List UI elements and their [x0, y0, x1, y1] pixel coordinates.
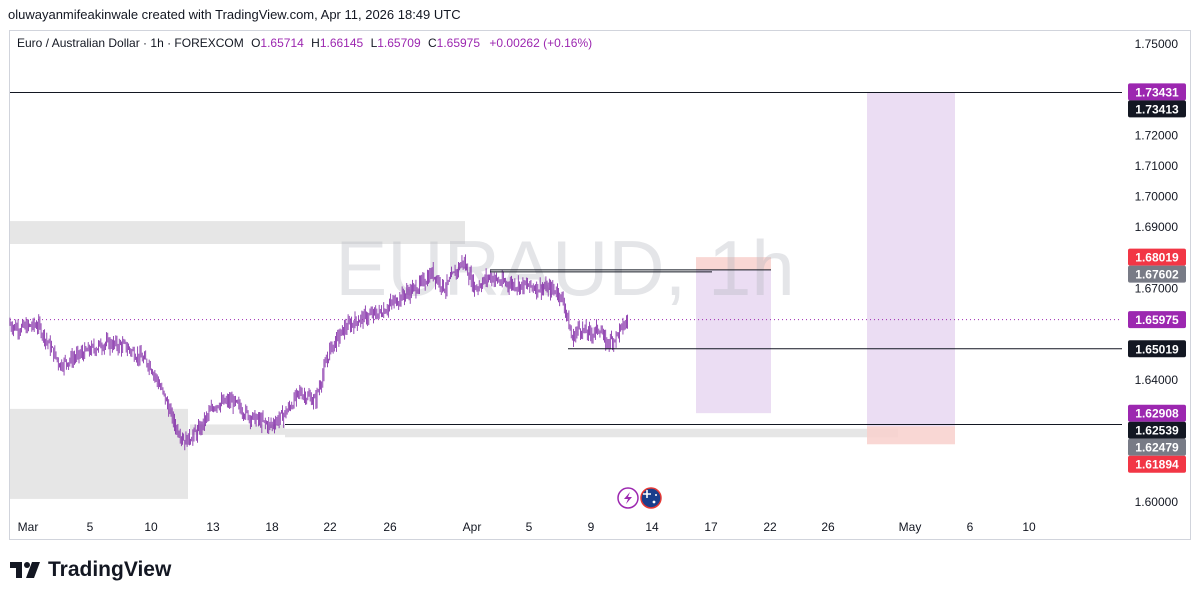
x-tick-12: 22	[763, 520, 777, 534]
x-tick-15: 6	[967, 520, 974, 534]
price-label-bg-2	[1128, 248, 1186, 266]
x-tick-6: 26	[383, 520, 397, 534]
price-label-bg-1	[1128, 100, 1186, 118]
price-label-4: 1.65975	[1135, 313, 1179, 327]
x-tick-0: Mar	[18, 520, 39, 534]
y-tick-3: 1.71000	[1135, 159, 1179, 173]
price-label-1: 1.73413	[1135, 102, 1179, 116]
price-label-7: 1.62539	[1135, 424, 1179, 438]
zone-red-7	[867, 426, 955, 445]
price-label-5: 1.65019	[1135, 342, 1179, 356]
levels-layer	[10, 91, 1122, 425]
price-label-bg-4	[1128, 311, 1186, 329]
chart-frame	[9, 30, 1191, 540]
x-tick-13: 26	[821, 520, 835, 534]
zone-gray-3	[285, 428, 898, 438]
y-tick-8: 1.60000	[1135, 495, 1179, 509]
price-label-9: 1.61894	[1135, 458, 1179, 472]
price-label-3: 1.67602	[1135, 268, 1179, 282]
symbol-watermark: EURAUD, 1h	[335, 224, 794, 312]
x-tick-14: May	[899, 520, 922, 534]
y-tick-4: 1.70000	[1135, 190, 1179, 204]
tradingview-logo-icon	[10, 562, 40, 578]
x-tick-7: Apr	[463, 520, 482, 534]
legend-close: 1.65975	[436, 36, 481, 50]
zone-red-5	[696, 257, 771, 270]
x-tick-8: 5	[526, 520, 533, 534]
time-axis: Mar 5 10 13 18 22 26 Apr 5 9 14 17 22 26 May 6 10	[18, 520, 1036, 534]
price-label-0: 1.73431	[1135, 85, 1179, 99]
zone-gray-2	[190, 424, 285, 435]
x-tick-16: 10	[1022, 520, 1036, 534]
price-label-6: 1.62908	[1135, 407, 1179, 421]
brand-name: TradingView	[48, 558, 172, 581]
legend-low: 1.65709	[377, 36, 421, 50]
chart-credit: oluwayanmifeakinwale created with Tradin…	[8, 7, 461, 22]
legend-open: 1.65714	[260, 36, 304, 50]
legend-close-label: C	[427, 36, 437, 50]
price-label-bg-6	[1128, 404, 1186, 422]
x-tick-4: 18	[265, 520, 279, 534]
tradingview-brand[interactable]: TradingView	[10, 558, 171, 582]
legend-change: +0.00262 (+0.16%)	[489, 36, 593, 50]
price-label-8: 1.62479	[1135, 441, 1179, 455]
y-tick-5: 1.69000	[1135, 220, 1179, 234]
legend-symbol: Euro / Australian Dollar · 1h · FOREXCOM	[17, 36, 244, 50]
y-tick-6: 1.67000	[1135, 281, 1179, 295]
x-tick-3: 13	[206, 520, 220, 534]
x-tick-1: 5	[87, 520, 94, 534]
x-tick-11: 17	[704, 520, 718, 534]
zone-gray-1	[10, 408, 188, 499]
legend-open-label: O	[251, 36, 261, 50]
price-label-bg-3	[1128, 265, 1186, 283]
lightning-icon[interactable]	[617, 487, 639, 509]
price-label-bg-8	[1128, 438, 1186, 456]
australia-flag-icon[interactable]	[640, 487, 662, 509]
zone-purple-6	[867, 92, 955, 427]
price-labels-layer: 1.73431 1.73413 1.68019 1.67602 1.65975 1.650…	[1128, 83, 1186, 473]
price-label-bg-5	[1128, 340, 1186, 358]
legend-high-label: H	[311, 36, 320, 50]
symbol-legend: Euro / Australian Dollar · 1h · FOREXCOM…	[17, 36, 592, 50]
zones-layer	[10, 92, 955, 499]
zone-gray-0	[10, 221, 465, 244]
x-tick-2: 10	[144, 520, 158, 534]
legend-high: 1.66145	[319, 36, 364, 50]
y-tick-0: 1.75000	[1135, 37, 1179, 51]
price-label-bg-0	[1128, 83, 1186, 101]
x-tick-10: 14	[645, 520, 659, 534]
y-tick-7: 1.64000	[1135, 373, 1179, 387]
price-label-2: 1.68019	[1135, 251, 1179, 265]
x-tick-9: 9	[588, 520, 595, 534]
x-tick-5: 22	[323, 520, 337, 534]
y-tick-2: 1.72000	[1135, 129, 1179, 143]
candles-layer	[9, 254, 628, 451]
zone-purple-4	[696, 269, 771, 414]
price-label-bg-9	[1128, 455, 1186, 473]
legend-low-label: L	[370, 36, 378, 50]
price-label-bg-7	[1128, 421, 1186, 439]
